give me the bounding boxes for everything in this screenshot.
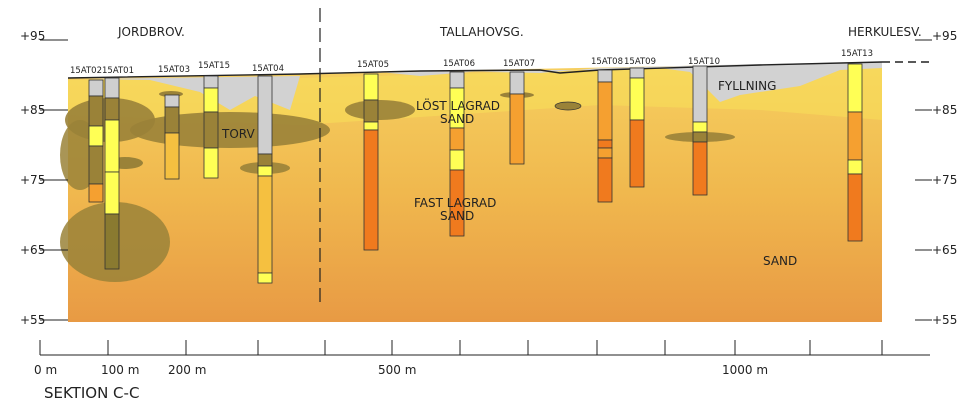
borehole [88,79,104,203]
borehole-label: 15AT03 [158,65,190,75]
elevation-axis-right [915,39,932,321]
borehole-label: 15AT09 [624,57,656,67]
elevation-label-right: +95 [932,29,957,43]
borehole [597,69,613,203]
section-title: SEKTION C-C [44,384,139,402]
elevation-axis-left [40,39,68,321]
elevation-label: +55 [20,313,45,327]
borehole [692,65,708,196]
peat-lens [554,101,582,111]
elevation-label-right: +85 [932,103,957,117]
borehole [449,71,465,237]
soil-label-lost-sand: SAND [440,112,474,126]
distance-axis [39,340,930,356]
borehole-label: 15AT10 [688,57,720,67]
distance-label: 1000 m [722,363,768,377]
borehole-label: 15AT02 [70,66,102,76]
borehole [509,71,525,165]
borehole-label: 15AT01 [102,66,134,76]
soil-label-fast: FAST LAGRAD [414,196,496,210]
borehole-label: 15AT13 [841,49,873,59]
soil-label-sand: SAND [763,254,797,268]
borehole [104,77,120,270]
borehole [847,63,863,242]
borehole-label: 15AT04 [252,64,284,74]
elevation-label: +95 [20,29,45,43]
distance-label: 100 m [101,363,139,377]
fill-layer [68,62,882,102]
borehole [164,94,180,180]
distance-label: 200 m [168,363,206,377]
soil-label-fyllning: FYLLNING [718,79,776,93]
elevation-label-right: +55 [932,313,957,327]
borehole [363,73,379,251]
borehole [629,67,645,188]
borehole [257,75,273,284]
borehole [203,75,219,179]
fill-layer-left [85,76,300,110]
borehole-label: 15AT05 [357,60,389,70]
peat-lens [345,100,415,120]
elevation-label: +75 [20,173,45,187]
elevation-label: +85 [20,103,45,117]
elevation-label: +65 [20,243,45,257]
borehole-label: 15AT07 [503,59,535,69]
borehole-label: 15AT15 [198,61,230,71]
place-label: HERKULESV. [848,25,922,39]
elevation-label-right: +75 [932,173,957,187]
borehole-label: 15AT06 [443,59,475,69]
elevation-label-right: +65 [932,243,957,257]
distance-label: 0 m [34,363,57,377]
soil-label-lost: LÖST LAGRAD [416,97,500,113]
place-label: TALLAHOVSG. [439,25,524,39]
distance-label: 500 m [378,363,416,377]
place-label: JORDBROV. [117,25,185,39]
borehole-label: 15AT08 [591,57,623,67]
peat-lens [130,112,330,148]
soil-label-fast-sand: SAND [440,209,474,223]
soil-label-torv: TORV [221,127,255,141]
